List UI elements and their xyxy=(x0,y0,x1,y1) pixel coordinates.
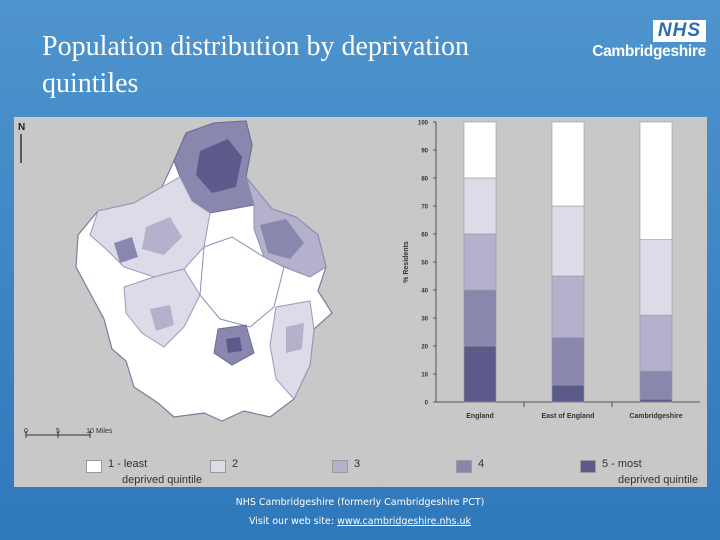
bar-segment xyxy=(551,337,585,386)
slide-title: Population distribution by deprivation q… xyxy=(42,31,469,99)
y-tick-label: 90 xyxy=(421,149,428,155)
y-tick-label: 50 xyxy=(421,261,428,267)
bar-segment xyxy=(551,205,585,277)
scale-tick-5: 5 xyxy=(56,428,60,435)
y-tick-label: 80 xyxy=(421,177,428,183)
y-tick-label: 100 xyxy=(418,121,429,127)
y-tick-label: 40 xyxy=(421,289,428,295)
map-region-centre xyxy=(199,236,285,328)
y-axis-label: % Residents xyxy=(403,241,410,283)
bar-segment xyxy=(551,384,585,403)
y-tick-label: 70 xyxy=(421,205,428,211)
legend-swatch-3 xyxy=(332,460,348,473)
north-arrow-label: N xyxy=(18,122,25,133)
y-tick-label: 60 xyxy=(421,233,428,239)
bar-segment xyxy=(639,121,673,240)
map-region-west-patch xyxy=(142,217,182,255)
legend-swatch-4 xyxy=(456,460,472,473)
legend-swatch-5 xyxy=(580,460,596,473)
x-tick-label: East of England xyxy=(542,413,595,420)
bar-segment xyxy=(463,121,497,179)
chart-svg: 0 10 20 30 40 50 60 70 80 90 100 % Residents England… xyxy=(403,121,700,420)
x-tick-label: England xyxy=(466,413,494,420)
footer-line-1: NHS Cambridgeshire (formerly Cambridgesh… xyxy=(235,497,485,508)
map-region-southwest-patch xyxy=(150,305,174,331)
legend-label-3: 3 xyxy=(354,458,361,470)
bar-segment xyxy=(463,177,497,235)
map-region-city-core xyxy=(226,337,242,353)
map-region-southeast-patch xyxy=(286,323,304,353)
x-tick-label: Cambridgeshire xyxy=(629,413,682,420)
y-tick-label: 10 xyxy=(421,373,428,379)
y-tick-label: 20 xyxy=(421,345,428,351)
bar-segment xyxy=(639,314,673,372)
nhs-logo: NHS Cambridgeshire xyxy=(578,20,706,68)
bar-segment xyxy=(463,289,497,347)
scale-unit: Miles xyxy=(96,428,113,435)
legend-swatch-2 xyxy=(210,460,226,473)
bar-segment xyxy=(639,370,673,400)
legend-label-4: 4 xyxy=(478,458,485,470)
map-region-west-patch-2 xyxy=(114,237,138,263)
bar-segment xyxy=(639,239,673,316)
legend-sub-left: deprived quintile xyxy=(122,474,203,486)
nhs-badge: NHS xyxy=(652,20,706,42)
bar-segment xyxy=(551,121,585,207)
bar-segment xyxy=(639,398,673,403)
legend: 1 - least deprived quintile 2 3 4 5 - mo… xyxy=(14,450,707,487)
stacked-bar-chart: 0 10 20 30 40 50 60 70 80 90 100 % Residents England… xyxy=(384,117,707,450)
legend-label-1: 1 - least xyxy=(108,458,148,470)
legend-swatch-1 xyxy=(86,460,102,473)
legend-label-5: 5 - most xyxy=(602,458,642,470)
map-region-north-core xyxy=(196,139,242,193)
legend-sub-right: deprived quintile xyxy=(618,474,699,486)
y-tick-label: 30 xyxy=(421,317,428,323)
scale-tick-0: 0 xyxy=(24,428,28,435)
bar-segment xyxy=(463,233,497,291)
nhs-org-name: Cambridgeshire xyxy=(592,43,706,60)
y-tick-label: 0 xyxy=(425,401,429,407)
map-region-east-core xyxy=(260,219,304,259)
figure-panel: N 0 5 xyxy=(14,117,707,487)
scale-bar: 0 5 10 Miles xyxy=(24,428,113,438)
bar-segment xyxy=(463,345,497,403)
bar-segment xyxy=(551,275,585,338)
scale-tick-10: 10 xyxy=(86,428,94,435)
footer-link-prefix: Visit our web site: xyxy=(248,516,335,527)
legend-label-2: 2 xyxy=(232,458,239,470)
map-svg: N 0 5 xyxy=(18,120,333,438)
website-link[interactable]: www.cambridgeshire.nhs.uk xyxy=(337,516,472,527)
footer-line-2: Visit our web site: www.cambridgeshire.n… xyxy=(0,516,720,527)
deprivation-map: N 0 5 xyxy=(14,117,384,450)
